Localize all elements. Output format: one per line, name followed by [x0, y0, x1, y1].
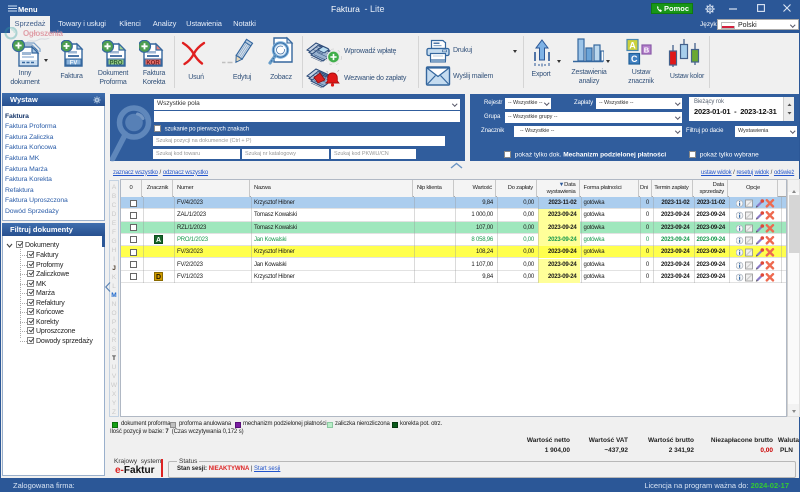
svg-text:FV: FV	[70, 61, 78, 67]
svg-text:C: C	[631, 54, 638, 64]
svg-text:KOR: KOR	[146, 61, 160, 67]
svg-text:B: B	[644, 46, 650, 55]
svg-text:PRO: PRO	[109, 61, 122, 67]
svg-text:A: A	[629, 41, 636, 51]
